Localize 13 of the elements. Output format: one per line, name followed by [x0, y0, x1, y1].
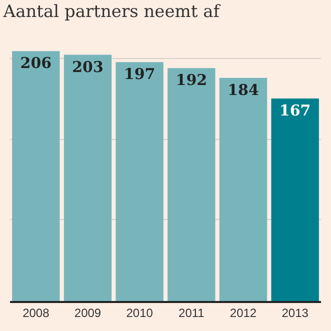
x-tick-label: 2013 [282, 306, 309, 320]
x-tick-label: 2010 [126, 306, 154, 320]
data-label: 203 [72, 58, 104, 76]
data-label: 197 [124, 65, 156, 84]
x-tick-label: 2011 [178, 306, 205, 320]
chart-title: Aantal partners neemt af [2, 2, 222, 22]
data-label: 192 [176, 71, 208, 90]
data-label: 167 [279, 101, 311, 120]
x-tick-label: 2009 [74, 306, 102, 320]
x-tick-label: 2012 [230, 306, 257, 320]
data-label: 184 [228, 80, 259, 99]
x-tick-label: 2008 [22, 306, 50, 320]
data-label: 206 [20, 54, 52, 72]
